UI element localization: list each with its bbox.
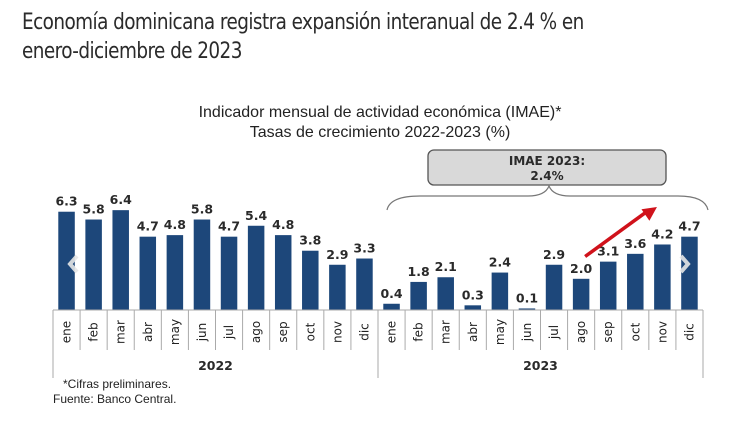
- month-tick-label: feb: [87, 322, 101, 341]
- value-label: 2.0: [570, 261, 592, 276]
- month-tick-label: ene: [60, 321, 74, 343]
- month-tick-label: mar: [114, 320, 128, 344]
- month-tick-label: jun: [520, 323, 534, 343]
- bar-sep-2023: [599, 261, 617, 310]
- bar-ago-2023: [572, 278, 590, 310]
- value-label: 3.8: [299, 233, 321, 248]
- value-label: 3.6: [624, 236, 646, 251]
- value-label: 3.3: [353, 241, 375, 256]
- trend-arrow-head: [641, 207, 657, 221]
- value-label: 6.4: [110, 192, 132, 207]
- bar-mar-2022: [112, 210, 129, 310]
- bar-oct-2022: [302, 250, 319, 310]
- month-tick-label: jun: [195, 323, 209, 343]
- month-tick-label: abr: [466, 322, 480, 342]
- bar-ene-2022: [58, 211, 75, 310]
- month-tick-label: sep: [601, 321, 615, 342]
- bar-jun-2023: [518, 308, 536, 310]
- bar-ago-2022: [247, 225, 265, 310]
- bar-may-2023: [491, 272, 509, 310]
- value-label: 5.8: [83, 202, 105, 217]
- bar-feb-2023: [410, 281, 427, 310]
- bar-jun-2022: [193, 219, 211, 310]
- month-tick-label: abr: [141, 322, 155, 342]
- footnote-source: Fuente: Banco Central.: [53, 392, 176, 406]
- month-tick-label: may: [168, 319, 182, 345]
- month-tick-label: mar: [439, 320, 453, 344]
- value-label: 2.4: [489, 255, 511, 270]
- chart-subtitle: Tasas de crecimiento 2022-2023 (%): [250, 124, 511, 141]
- year-label-2022: 2022: [198, 358, 233, 373]
- month-tick-label: nov: [330, 321, 344, 343]
- month-tick-label: ago: [249, 321, 263, 343]
- month-tick-label: may: [493, 319, 507, 345]
- value-label: 5.8: [191, 202, 213, 217]
- chart-title: Indicador mensual de actividad económica…: [199, 104, 562, 121]
- value-label: 4.8: [272, 217, 294, 232]
- carousel-next-icon[interactable]: [679, 254, 691, 274]
- carousel-prev-icon[interactable]: [67, 254, 79, 274]
- value-label: 6.3: [55, 194, 77, 209]
- headline-line-2: enero-diciembre de 2023: [22, 39, 242, 64]
- bar-abr-2023: [464, 305, 482, 310]
- value-label: 4.7: [137, 219, 159, 234]
- bar-sep-2022: [274, 235, 292, 310]
- value-label: 2.9: [326, 247, 348, 262]
- month-tick-label: jul: [222, 325, 236, 340]
- footnote-preliminary: *Cifras preliminares.: [63, 377, 171, 391]
- month-tick-label: ene: [385, 321, 399, 343]
- annotation-box: [427, 149, 667, 186]
- bar-nov-2023: [654, 244, 671, 310]
- bar-feb-2022: [85, 219, 102, 310]
- value-label: 1.8: [408, 264, 430, 279]
- value-label: 2.1: [435, 259, 457, 274]
- month-tick-label: oct: [303, 322, 317, 341]
- month-tick-label: oct: [628, 322, 642, 341]
- headline-line-1: Economía dominicana registra expansión i…: [22, 10, 584, 35]
- value-label: 0.1: [516, 290, 538, 305]
- month-tick-label: jul: [547, 325, 561, 340]
- bar-abr-2022: [139, 236, 157, 310]
- bar-nov-2022: [329, 264, 346, 310]
- trend-arrow-shaft: [584, 208, 650, 258]
- annotation-line-1: IMAE 2023:: [509, 154, 585, 168]
- value-label: 0.4: [380, 286, 402, 301]
- bar-jul-2022: [220, 236, 238, 310]
- bar-mar-2023: [437, 277, 454, 310]
- value-label: 2.9: [543, 247, 565, 262]
- month-tick-label: dic: [357, 323, 371, 341]
- value-label: 4.7: [678, 219, 700, 234]
- bar-oct-2023: [627, 253, 644, 310]
- month-tick-label: ago: [574, 321, 588, 343]
- month-tick-label: dic: [682, 323, 696, 341]
- value-label: 4.8: [164, 217, 186, 232]
- bar-dic-2023: [681, 236, 698, 310]
- annotation-line-2: 2.4%: [530, 169, 563, 183]
- month-tick-label: sep: [276, 321, 290, 342]
- year-label-2023: 2023: [523, 358, 558, 373]
- headline: Economía dominicana registra expansión i…: [22, 8, 742, 66]
- bar-dic-2022: [356, 258, 373, 310]
- month-tick-label: nov: [655, 321, 669, 343]
- bar-ene-2023: [383, 303, 400, 310]
- brace-2023: [386, 184, 709, 211]
- value-label: 0.3: [462, 287, 484, 302]
- value-label: 3.1: [597, 244, 619, 259]
- bar-may-2022: [166, 235, 184, 310]
- bar-jul-2023: [545, 264, 563, 310]
- value-label: 4.2: [651, 226, 673, 241]
- value-label: 4.7: [218, 219, 240, 234]
- value-label: 5.4: [245, 208, 267, 223]
- month-tick-label: feb: [412, 322, 426, 341]
